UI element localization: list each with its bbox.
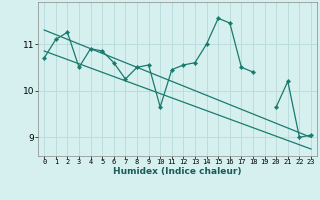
X-axis label: Humidex (Indice chaleur): Humidex (Indice chaleur) xyxy=(113,167,242,176)
